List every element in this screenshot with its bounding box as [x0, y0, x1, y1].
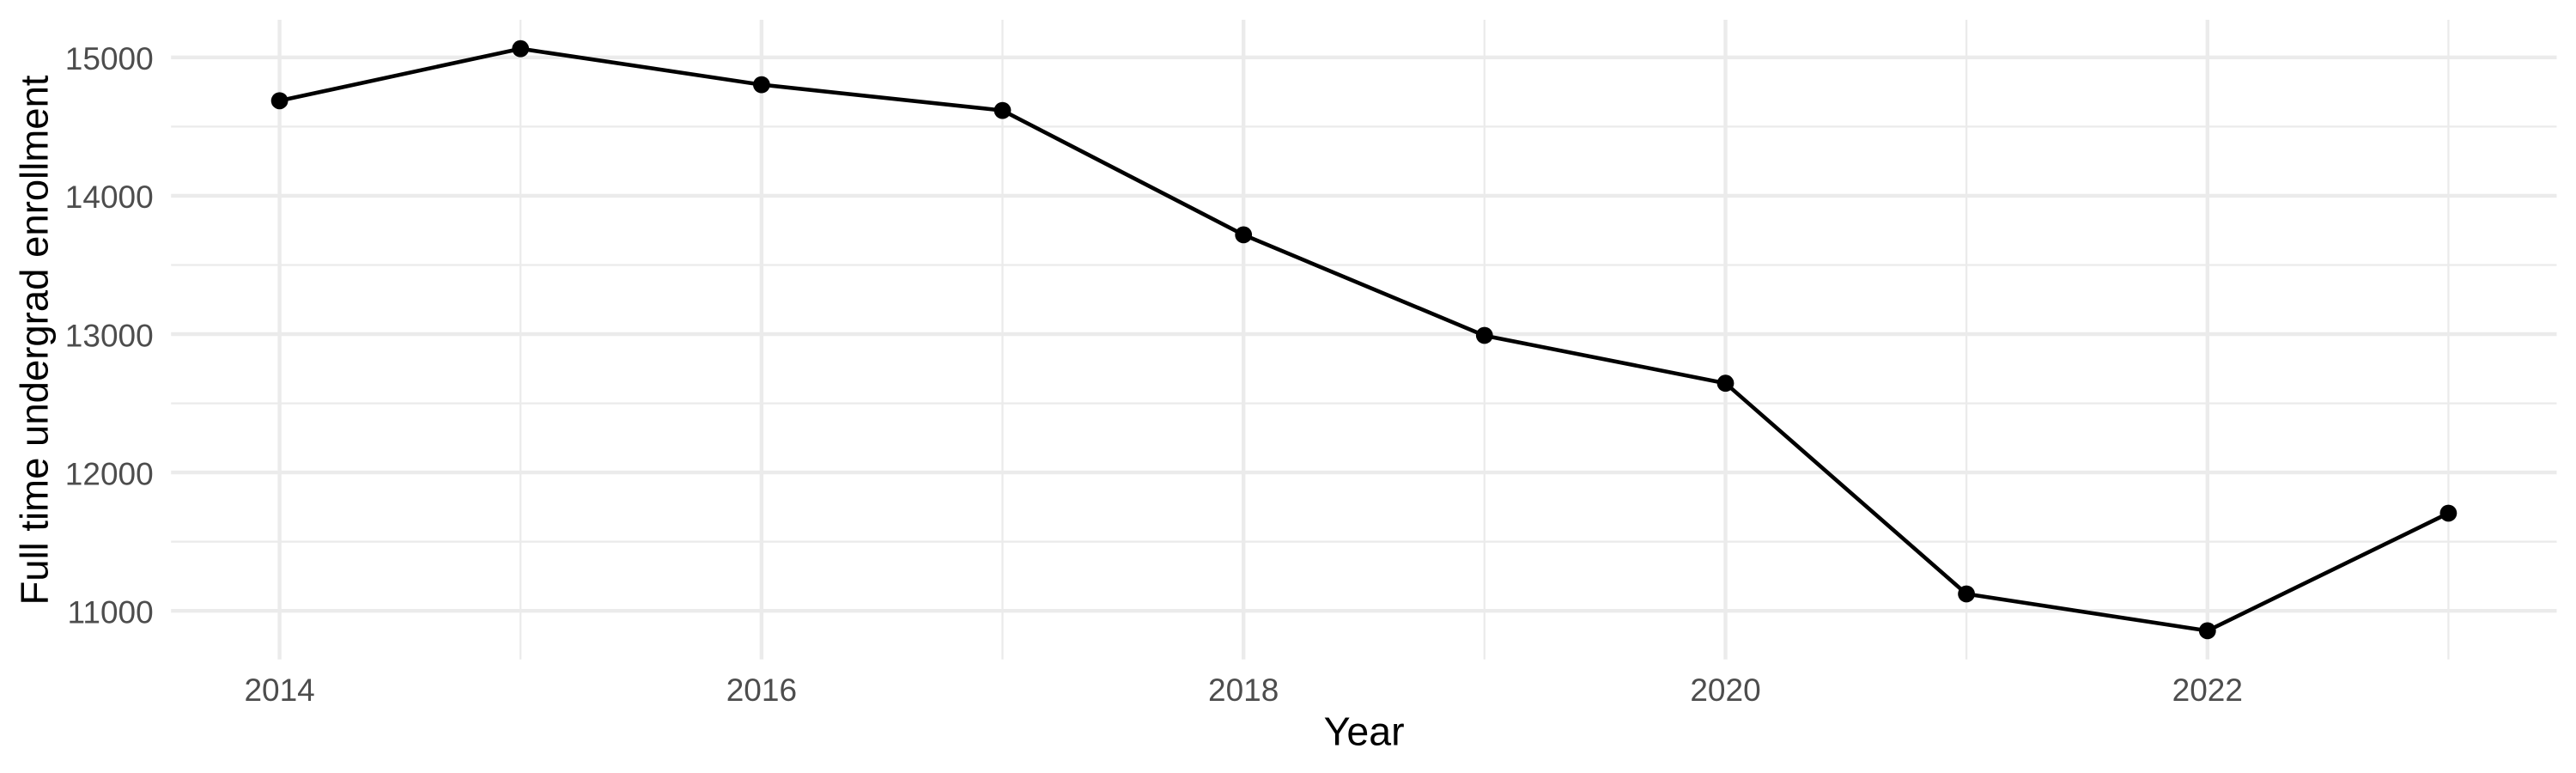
- svg-text:14000: 14000: [65, 180, 154, 215]
- svg-text:2022: 2022: [2172, 673, 2243, 708]
- svg-text:Year: Year: [1324, 709, 1405, 754]
- svg-text:2014: 2014: [244, 673, 314, 708]
- svg-text:2016: 2016: [726, 673, 797, 708]
- svg-text:12000: 12000: [65, 456, 154, 491]
- svg-text:11000: 11000: [68, 595, 154, 630]
- svg-text:13000: 13000: [65, 318, 154, 353]
- svg-text:Full time undergrad enrollment: Full time undergrad enrollment: [13, 75, 57, 605]
- svg-text:2020: 2020: [1690, 673, 1760, 708]
- svg-text:2018: 2018: [1208, 673, 1279, 708]
- svg-text:15000: 15000: [65, 41, 154, 76]
